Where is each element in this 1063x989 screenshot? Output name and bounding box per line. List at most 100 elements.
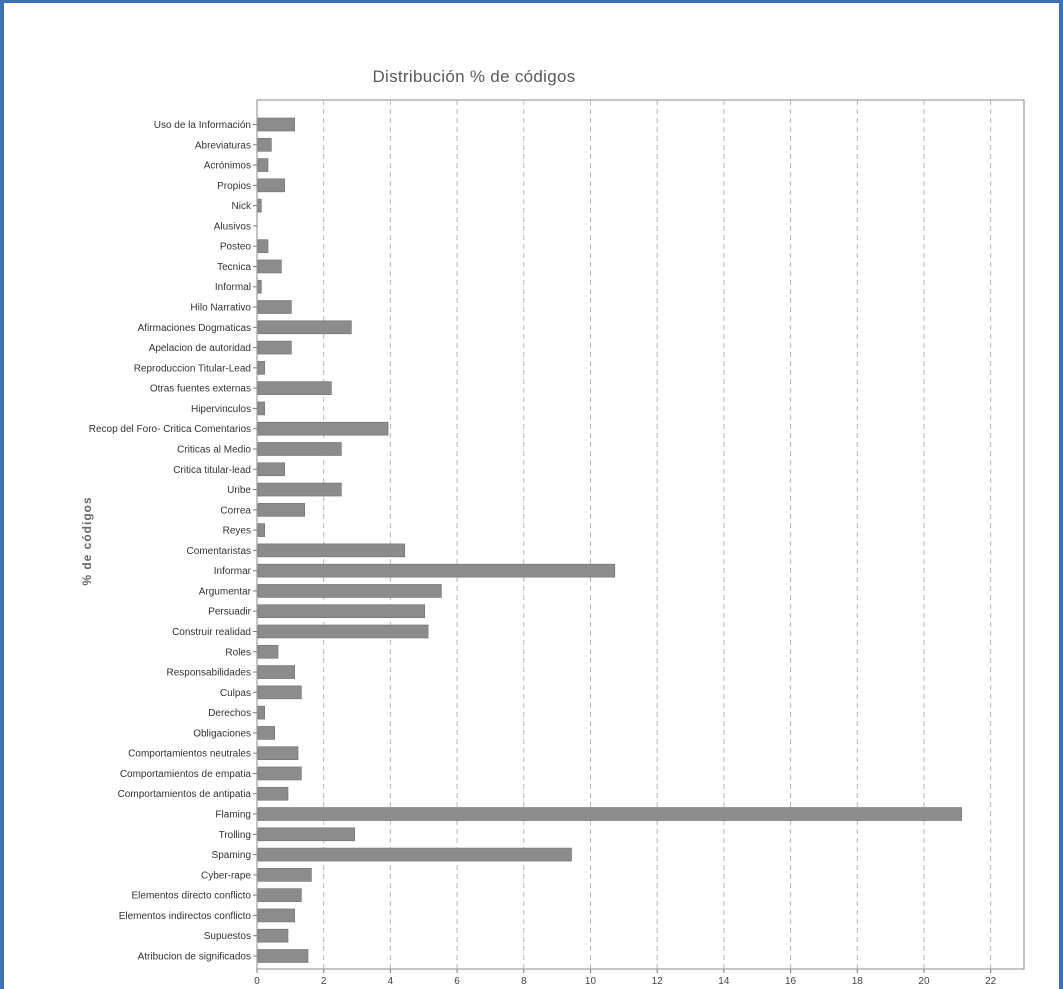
category-label: Alusivos — [214, 221, 251, 232]
bar — [257, 746, 299, 760]
category-label: Uribe — [227, 485, 251, 496]
category-label: Reproduccion Titular-Lead — [134, 363, 251, 374]
x-tick-label: 6 — [454, 976, 460, 987]
category-label: Roles — [225, 647, 251, 658]
bar — [257, 482, 342, 497]
bar — [257, 421, 389, 436]
category-label: Culpas — [220, 688, 251, 699]
category-label: Criticas al Medio — [177, 444, 251, 455]
bar — [257, 584, 442, 598]
bar — [257, 523, 265, 537]
bar — [257, 361, 265, 375]
x-tick-label: 16 — [785, 976, 797, 987]
x-tick-label: 2 — [321, 976, 327, 987]
bar — [257, 137, 272, 152]
category-label: Informar — [214, 566, 252, 577]
bar-chart: Distribución % de códigos % de códigos U… — [80, 67, 1025, 987]
category-label: Uso de la Información — [154, 120, 251, 131]
category-label: Hipervinculos — [191, 404, 251, 415]
x-tick-label: 18 — [852, 976, 864, 987]
bar — [257, 928, 289, 943]
category-label: Acrónimos — [204, 161, 251, 172]
category-label: Cyber-rape — [201, 870, 251, 881]
x-tick-label: 14 — [718, 976, 730, 987]
x-tick-label: 20 — [918, 976, 930, 987]
bar — [257, 766, 302, 781]
y-axis-label: % de códigos — [80, 496, 94, 585]
category-label: Argumentar — [199, 586, 252, 597]
bar — [257, 178, 285, 193]
x-tick-label: 4 — [388, 976, 394, 987]
category-label: Abreviaturas — [195, 140, 251, 151]
category-label: Critica titular-lead — [173, 465, 251, 476]
bar — [257, 665, 295, 679]
category-label: Posteo — [220, 242, 252, 253]
category-label: Supuestos — [204, 931, 251, 942]
category-label: Spaming — [212, 850, 251, 861]
x-axis-ticks: 0 2 4 6 8 10 12 14 16 18 20 22 — [254, 969, 997, 987]
x-tick-label: 22 — [985, 976, 997, 987]
category-label: Trolling — [219, 830, 251, 841]
category-labels: Uso de la Información Abreviaturas Acrónim… — [89, 120, 257, 962]
bar — [257, 827, 356, 842]
bar — [257, 239, 269, 253]
bar — [257, 462, 285, 477]
category-label: Tecnica — [217, 262, 251, 273]
category-label: Recop del Foro- Critica Comentarios — [89, 424, 251, 435]
bar — [257, 563, 616, 578]
x-tick-label: 8 — [521, 976, 527, 987]
category-label: Hilo Narrativo — [190, 303, 251, 314]
x-tick-label: 10 — [585, 976, 597, 987]
category-label: Derechos — [208, 708, 251, 719]
bar — [257, 949, 309, 963]
category-label: Construir realidad — [172, 627, 251, 638]
bar — [257, 543, 406, 558]
bar — [257, 300, 292, 314]
bar — [257, 117, 295, 132]
category-label: Atribucion de significados — [138, 951, 251, 962]
bar — [257, 320, 352, 335]
chart-title: Distribución % de códigos — [372, 67, 575, 86]
bar — [257, 259, 282, 274]
bar — [257, 401, 265, 416]
bar — [257, 888, 302, 902]
bar — [257, 604, 426, 619]
category-label: Comentaristas — [187, 546, 251, 557]
category-label: Informal — [215, 282, 251, 293]
category-label: Elementos directo conflicto — [131, 891, 251, 902]
bar — [257, 786, 289, 801]
category-label: Comportamientos neutrales — [128, 749, 251, 760]
x-tick-label: 0 — [254, 976, 260, 987]
grid-lines — [323, 100, 992, 969]
category-label: Obligaciones — [193, 728, 251, 739]
bar — [257, 624, 429, 639]
category-label: Apelacion de autoridad — [149, 343, 251, 354]
category-label: Reyes — [223, 526, 251, 537]
bar — [257, 685, 302, 700]
bar — [257, 503, 305, 517]
bar — [257, 381, 332, 395]
category-label: Propios — [217, 181, 251, 192]
category-label: Correa — [220, 505, 251, 516]
x-tick-label: 12 — [652, 976, 664, 987]
category-label: Persuadir — [208, 607, 251, 618]
bar — [257, 726, 275, 740]
bar — [257, 705, 265, 720]
category-label: Comportamientos de antipatia — [118, 789, 252, 800]
bar — [257, 807, 962, 821]
bar — [257, 158, 269, 172]
plot-area — [256, 99, 1025, 970]
category-label: Comportamientos de empatia — [120, 769, 252, 780]
category-label: Nick — [232, 201, 252, 212]
bar — [257, 644, 279, 659]
bar — [257, 279, 262, 294]
category-label: Responsabilidades — [166, 668, 251, 679]
bar — [257, 847, 572, 862]
category-label: Elementos indirectos conflicto — [119, 911, 252, 922]
bar — [257, 908, 295, 923]
bar — [257, 198, 262, 213]
bar — [257, 442, 342, 456]
bar — [257, 868, 312, 882]
category-label: Afirmaciones Dogmaticas — [138, 323, 251, 334]
